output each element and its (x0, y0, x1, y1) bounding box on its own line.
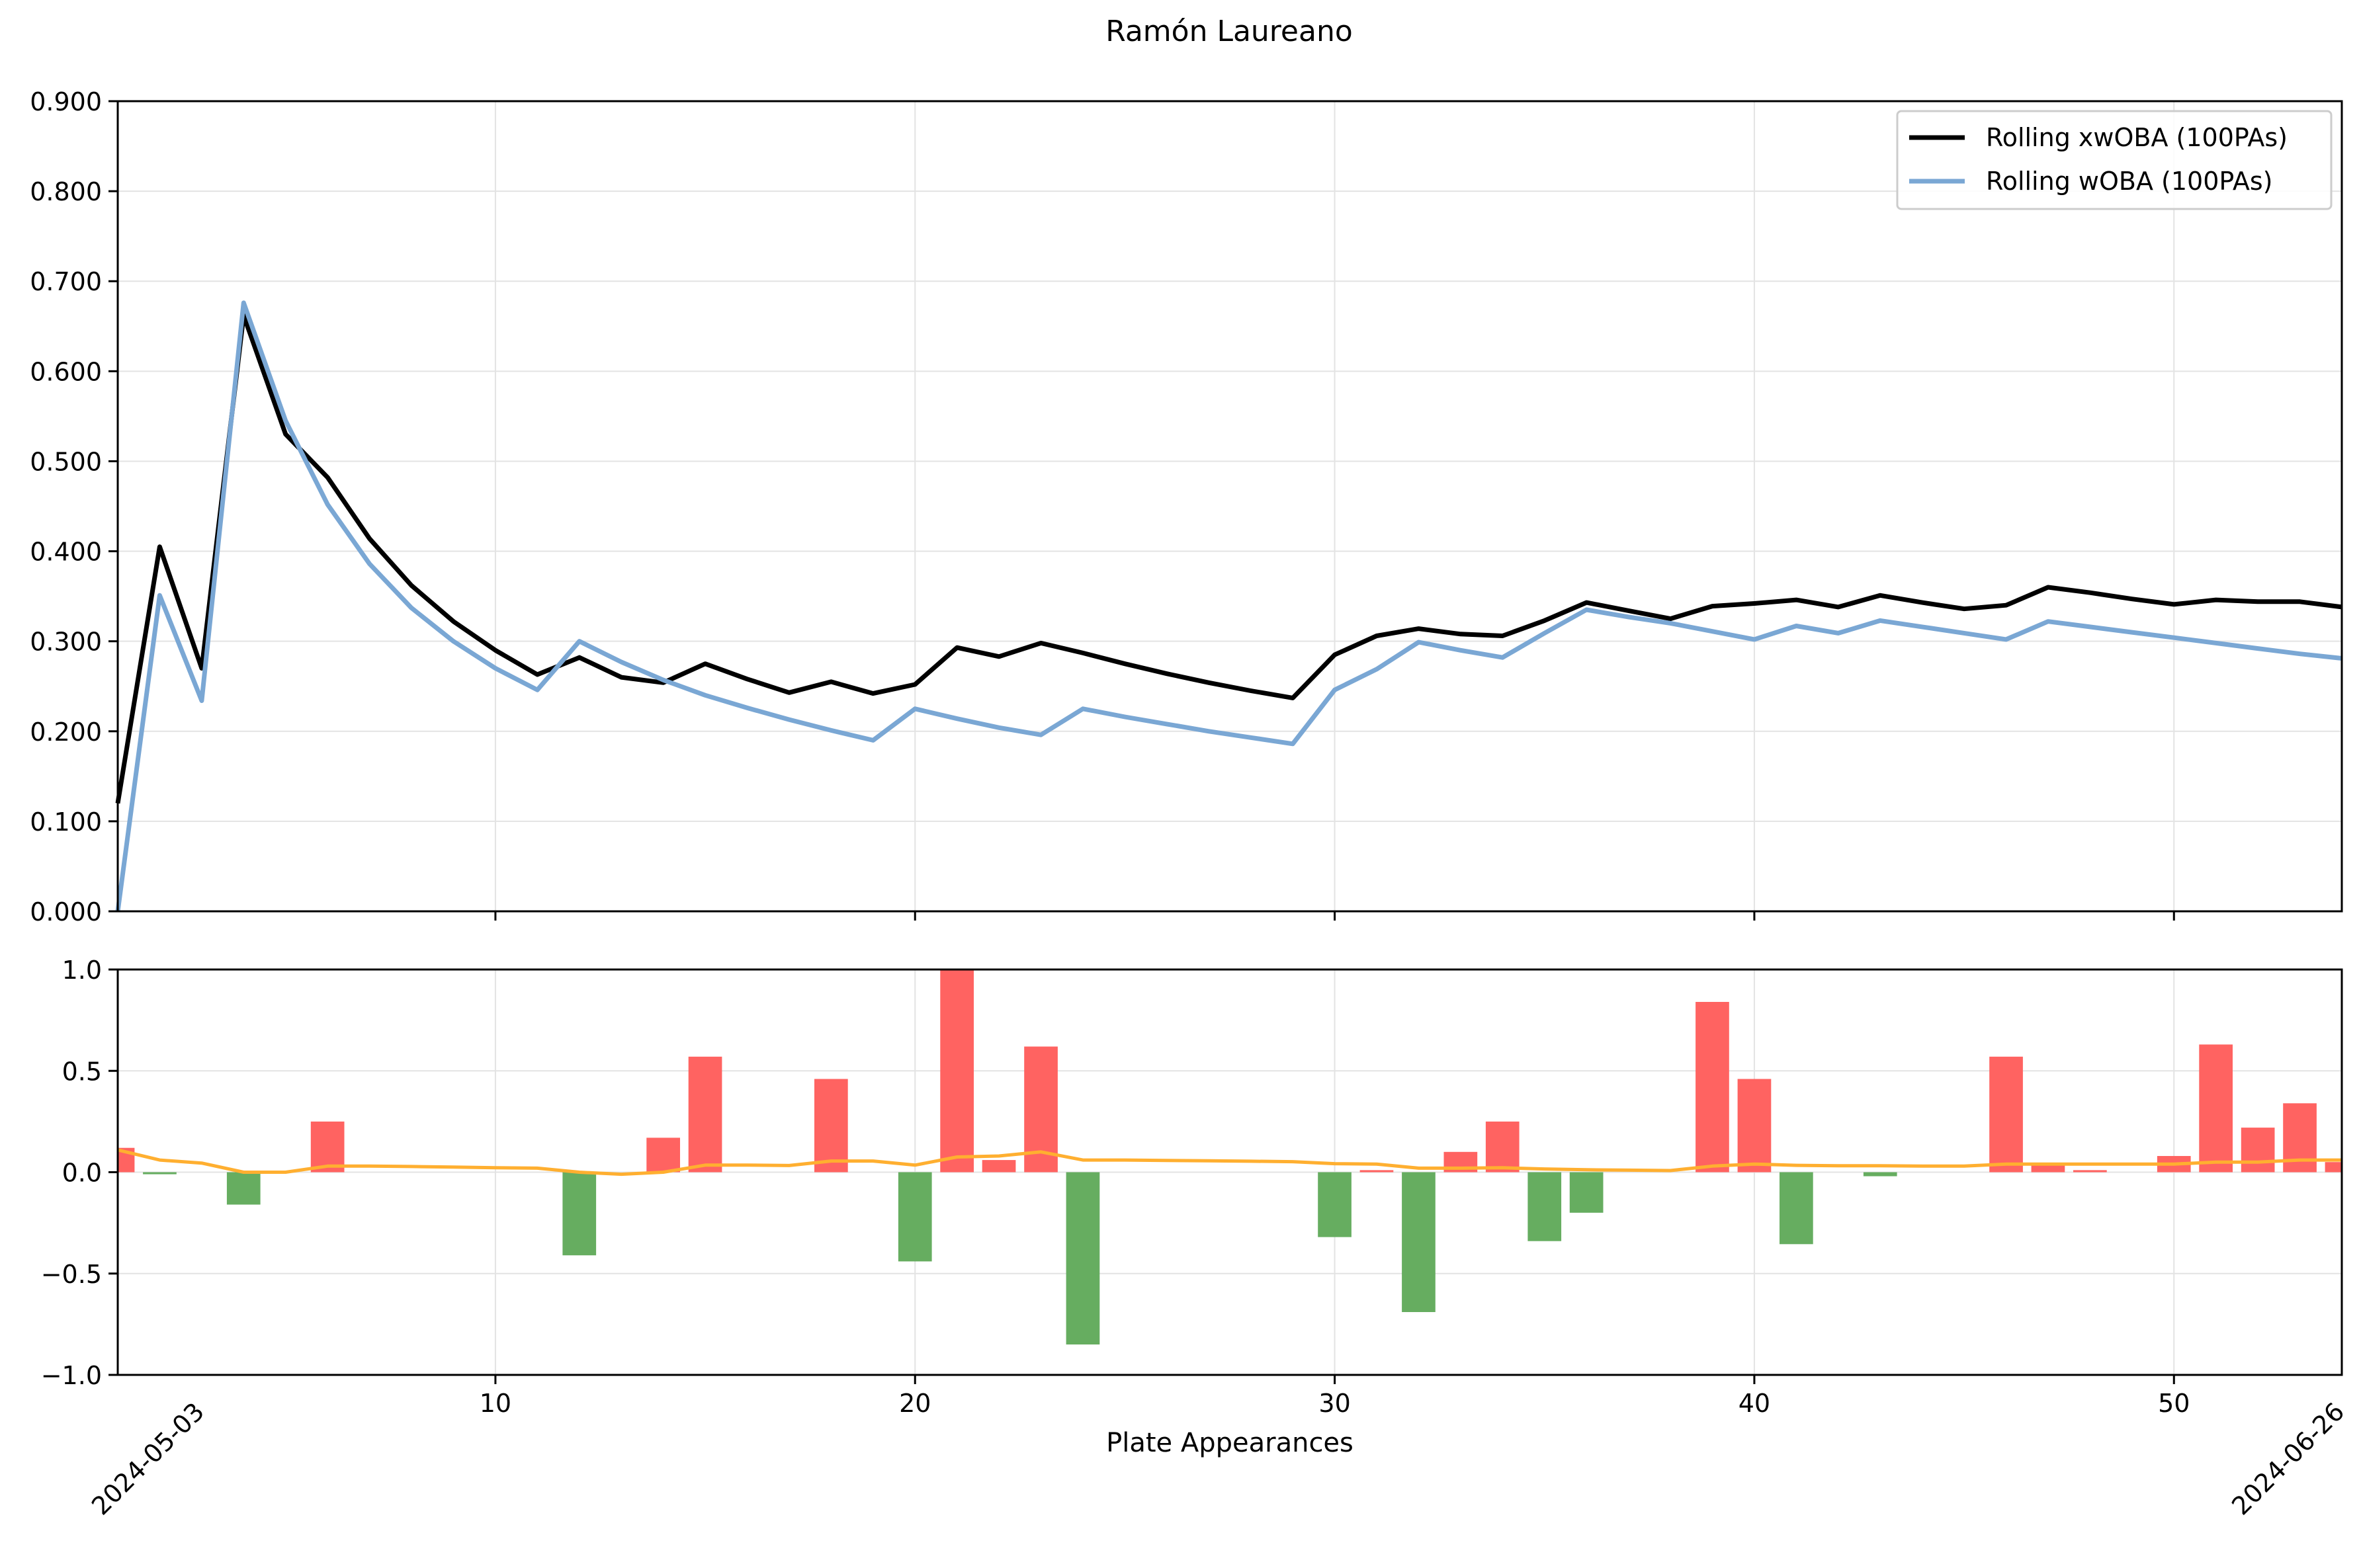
bar-pa-43 (1863, 1172, 1897, 1176)
bottom-xtick-label-1: 20 (899, 1389, 931, 1418)
top-ytick-label-4: 0.400 (30, 538, 102, 567)
top-gridlines (118, 101, 2342, 912)
bar-pa-36 (1569, 1172, 1604, 1213)
bar-pa-46 (1989, 1056, 2023, 1173)
bottom-ytick-label-1: −0.5 (41, 1260, 102, 1289)
bar-pa-12 (562, 1172, 597, 1256)
top-ytick-label-2: 0.200 (30, 718, 102, 747)
rolling-woba-panel: 0.000 0.100 0.200 0.300 0.400 0.500 0.600 0.700… (30, 87, 2343, 927)
bottom-y-ticks: −1.0 −0.5 0.0 0.5 1.0 (41, 956, 118, 1390)
bar-pa-18 (814, 1079, 848, 1173)
bar-pa-51 (2199, 1044, 2233, 1173)
top-ytick-label-1: 0.100 (30, 807, 102, 837)
bottom-xtick-label-4: 50 (2158, 1389, 2190, 1418)
top-ytick-label-8: 0.800 (30, 177, 102, 206)
bar-pa-6 (310, 1121, 345, 1173)
bar-pa-32 (1402, 1172, 1436, 1312)
top-ytick-label-3: 0.300 (30, 628, 102, 657)
bar-pa-4 (226, 1172, 261, 1205)
bottom-ytick-label-0: −1.0 (41, 1361, 102, 1390)
bar-pa-24 (1066, 1172, 1100, 1344)
bar-pa-40 (1737, 1079, 1772, 1173)
bar-pa-52 (2241, 1128, 2275, 1173)
bar-pa-34 (1485, 1121, 1520, 1173)
bar-pa-2 (143, 1172, 177, 1175)
chart-title: Ramón Laureano (1105, 15, 1353, 48)
bottom-xtick-label-3: 40 (1739, 1389, 1770, 1418)
bar-pa-41 (1780, 1172, 1813, 1245)
bar-pa-30 (1318, 1172, 1352, 1237)
top-series-lines (115, 300, 2342, 912)
top-ytick-label-7: 0.700 (30, 267, 102, 296)
x-axis-label: Plate Appearances (1106, 1428, 1353, 1458)
top-ytick-label-9: 0.900 (30, 87, 102, 116)
bar-pa-47 (2031, 1164, 2065, 1173)
top-x-ticks (494, 911, 2175, 921)
bar-pa-21 (940, 970, 974, 1173)
bar-pa-48 (2073, 1170, 2107, 1173)
bottom-xtick-label-2: 30 (1318, 1389, 1350, 1418)
bar-pa-39 (1696, 1002, 1729, 1173)
legend: Rolling xwOBA (100PAs) Rolling wOBA (100… (1896, 110, 2333, 210)
difference-bars (118, 970, 2342, 1344)
bottom-xtick-label-0: 10 (480, 1389, 511, 1418)
bar-pa-20 (898, 1172, 932, 1262)
legend-label-xwoba: Rolling xwOBA (100PAs) (1986, 123, 2288, 152)
bar-pa-54 (2325, 1162, 2342, 1173)
series-line-xwoba (115, 313, 2342, 804)
bar-pa-35 (1527, 1172, 1562, 1241)
bottom-x-ticks: 10 20 30 40 50 (480, 1375, 2190, 1418)
top-axes-frame (116, 100, 2343, 913)
top-ytick-label-0: 0.000 (30, 897, 102, 927)
top-ytick-label-5: 0.500 (30, 447, 102, 476)
bottom-ytick-label-3: 0.5 (62, 1057, 102, 1086)
top-y-ticks: 0.000 0.100 0.200 0.300 0.400 0.500 0.600 0.700… (30, 87, 118, 927)
bar-pa-14 (646, 1137, 680, 1173)
legend-label-woba: Rolling wOBA (100PAs) (1986, 167, 2273, 196)
bar-pa-15 (688, 1056, 722, 1173)
legend-box (1896, 110, 2333, 210)
bar-pa-22 (982, 1160, 1016, 1173)
bottom-ytick-label-4: 1.0 (62, 956, 102, 985)
trend-line (117, 1148, 2342, 1176)
top-ytick-label-6: 0.600 (30, 357, 102, 386)
bottom-ytick-label-2: 0.0 (62, 1159, 102, 1188)
series-line-woba (115, 300, 2342, 912)
bar-pa-31 (1359, 1170, 1394, 1173)
